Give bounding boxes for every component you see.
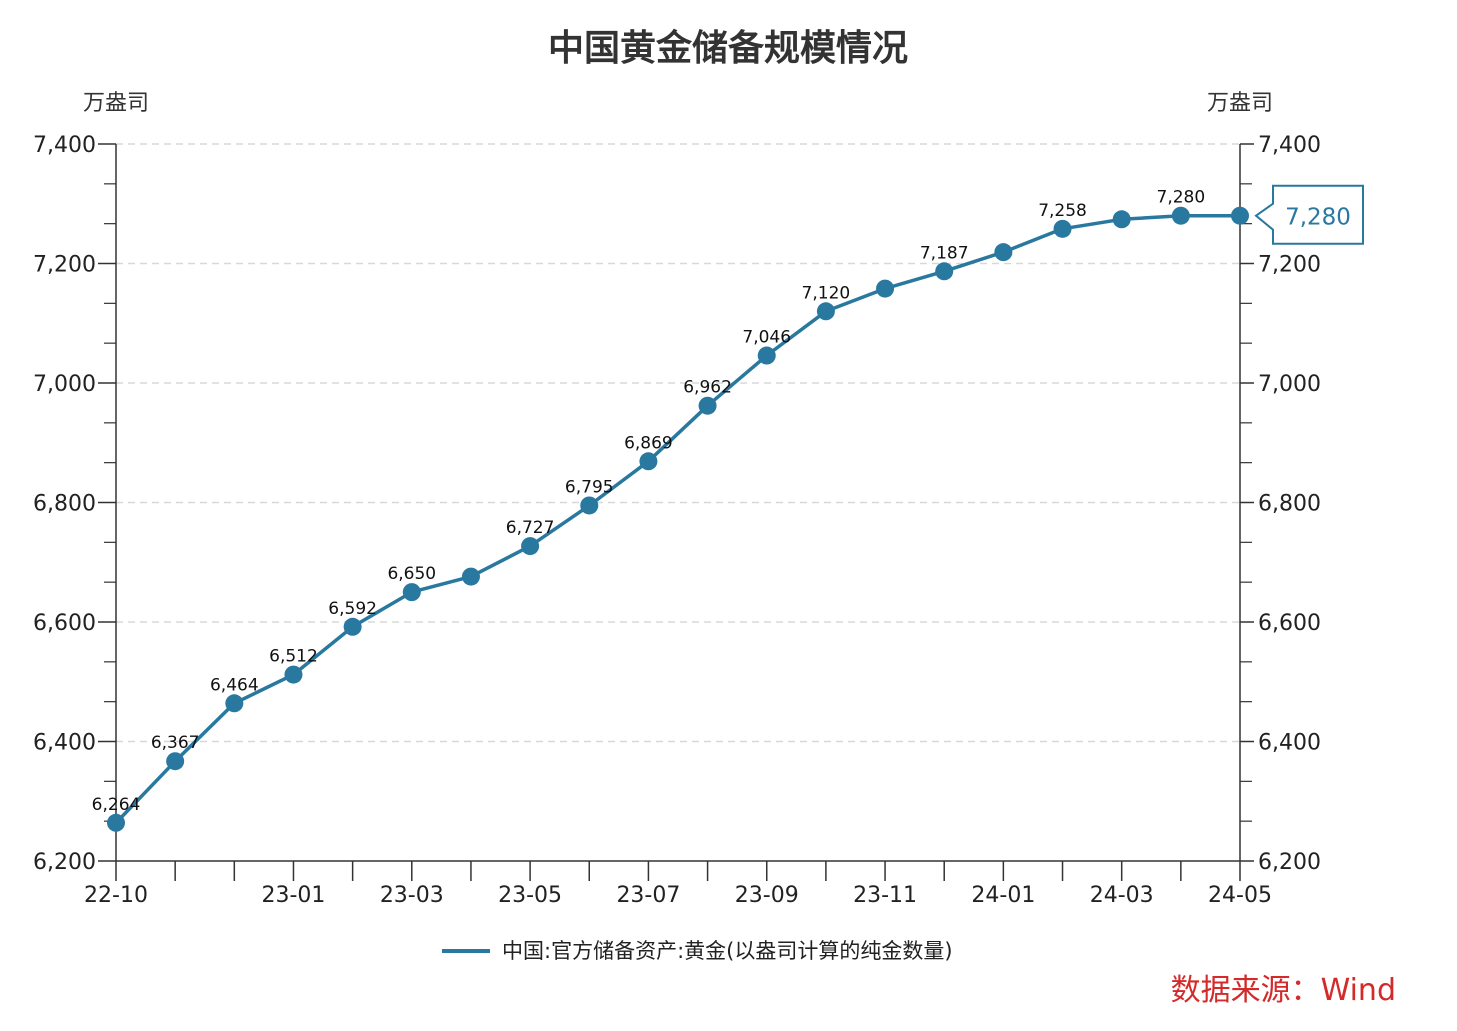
- data-label: 7,280: [1157, 188, 1206, 208]
- data-point: [639, 452, 658, 471]
- x-tick-label: 23-03: [380, 883, 444, 908]
- y-tick-label-right: 7,200: [1258, 253, 1321, 278]
- data-labels: 6,264 6,367 6,464 6,512 6,592 6,650 6,727 6,795…: [92, 188, 1206, 815]
- x-tick-label: 22-10: [84, 883, 148, 908]
- data-point: [343, 617, 362, 636]
- x-tick-label: 24-03: [1090, 883, 1154, 908]
- y-tick-label-right: 6,200: [1258, 850, 1321, 875]
- data-label: 6,650: [387, 564, 436, 584]
- data-label: 6,869: [624, 433, 673, 453]
- data-label: 6,962: [683, 378, 732, 398]
- x-tick-label: 24-01: [971, 883, 1035, 908]
- chart-title: 中国黄金储备规模情况: [548, 27, 908, 69]
- legend-label: 中国:官方储备资产:黄金(以盎司计算的纯金数量): [502, 939, 953, 963]
- data-point: [1112, 210, 1131, 229]
- y-tick-label-right: 7,400: [1258, 133, 1321, 158]
- source-note: 数据来源：Wind: [1171, 973, 1396, 1008]
- data-point: [757, 346, 776, 365]
- data-point: [580, 496, 599, 515]
- data-label: 6,367: [151, 733, 200, 753]
- x-tick-label: 23-11: [853, 883, 917, 908]
- data-point: [816, 302, 835, 321]
- data-label: 6,464: [210, 675, 259, 695]
- data-point: [461, 567, 480, 586]
- callout-box: [1254, 184, 1364, 245]
- data-label: 6,795: [565, 477, 614, 497]
- data-label: 6,512: [269, 647, 318, 667]
- last-value-callout: 7,280: [1254, 184, 1364, 245]
- y-tick-label-left: 7,400: [33, 133, 96, 158]
- y-tick-label-left: 6,800: [33, 492, 96, 517]
- data-label: 7,258: [1038, 201, 1087, 221]
- data-point: [994, 243, 1013, 262]
- grid-lines: [116, 143, 1240, 743]
- data-label: 7,120: [802, 283, 851, 303]
- legend[interactable]: 中国:官方储备资产:黄金(以盎司计算的纯金数量): [442, 939, 953, 963]
- x-tick-label: 24-05: [1208, 883, 1272, 908]
- data-point: [1231, 206, 1249, 225]
- data-label: 6,727: [506, 518, 555, 538]
- data-point: [1171, 206, 1190, 225]
- y-tick-label-left: 7,200: [33, 253, 96, 278]
- data-point: [698, 396, 717, 415]
- y-tick-label-right: 6,800: [1258, 492, 1321, 517]
- y-tick-label-right: 7,000: [1258, 372, 1321, 397]
- callout-value: 7,280: [1285, 205, 1351, 231]
- x-tick-label: 23-07: [616, 883, 680, 908]
- data-point: [225, 694, 244, 713]
- x-tick-label: 23-05: [498, 883, 562, 908]
- data-point: [521, 537, 540, 556]
- y-tick-label-left: 6,400: [33, 731, 96, 756]
- data-label: 6,592: [328, 599, 377, 619]
- data-point: [402, 583, 421, 602]
- data-point: [166, 752, 185, 771]
- data-label: 7,187: [920, 243, 969, 263]
- data-point: [1053, 219, 1072, 238]
- right-axis-unit: 万盎司: [1207, 91, 1273, 116]
- y-tick-label-right: 6,400: [1258, 731, 1321, 756]
- left-axis-unit: 万盎司: [83, 91, 149, 116]
- y-tick-label-right: 6,600: [1258, 611, 1321, 636]
- axes: 6,200 6,200 6,400 6,400 6,600 6,600 6,800 6,800…: [33, 133, 1321, 908]
- series-polyline: [114, 213, 1240, 825]
- data-point: [876, 279, 895, 298]
- data-label: 7,046: [742, 328, 791, 348]
- y-tick-label-left: 6,600: [33, 611, 96, 636]
- data-point: [107, 813, 125, 832]
- series-line: [107, 206, 1249, 832]
- x-tick-label: 23-01: [262, 883, 326, 908]
- data-point: [284, 665, 303, 684]
- y-tick-label-left: 7,000: [33, 372, 96, 397]
- data-point: [935, 262, 954, 281]
- y-tick-label-left: 6,200: [33, 850, 96, 875]
- x-tick-label: 23-09: [735, 883, 799, 908]
- data-label: 6,264: [92, 795, 141, 815]
